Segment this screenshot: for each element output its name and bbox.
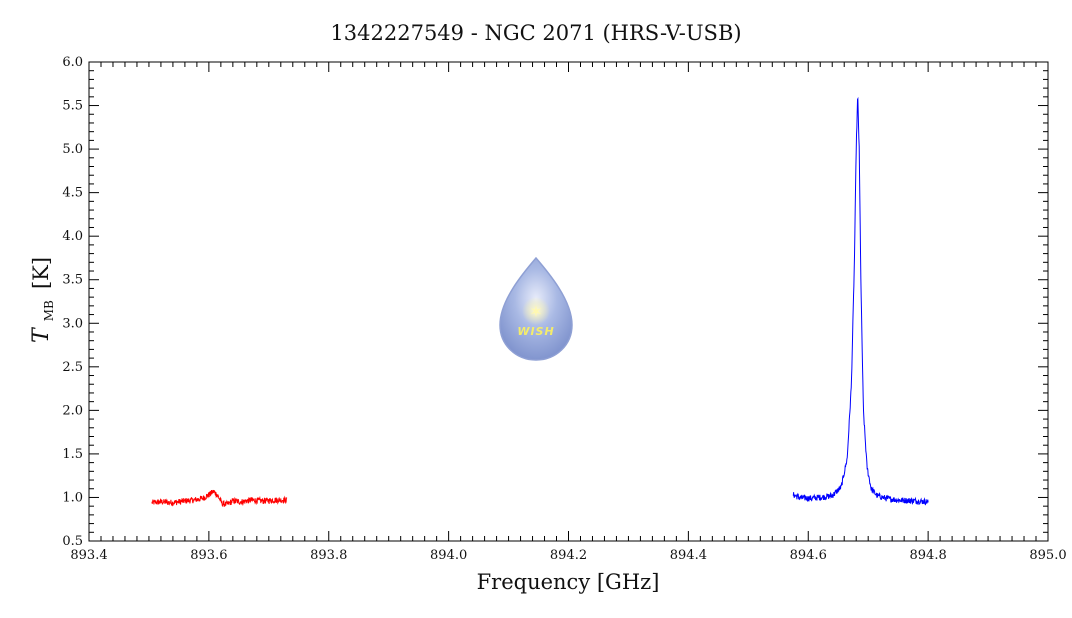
- x-tick-label: 893.8: [310, 548, 347, 563]
- y-tick-label: 1.5: [62, 447, 83, 462]
- chart-title: 1342227549 - NGC 2071 (HRS-V-USB): [330, 21, 741, 45]
- x-tick-label: 894.0: [430, 548, 467, 563]
- plot-frame: [88, 61, 1049, 542]
- x-tick-label: 894.8: [910, 548, 947, 563]
- y-axis-label-symbol: T: [29, 326, 54, 343]
- x-tick-label: 894.6: [790, 548, 827, 563]
- y-tick-label: 5.0: [62, 142, 83, 157]
- y-tick-label: 2.0: [62, 403, 83, 418]
- wish-logo-text: WISH: [517, 325, 554, 338]
- x-tick-label: 893.4: [70, 548, 107, 563]
- x-axis: 893.4 893.6 893.8 894.0 894.2 894.4 894.6 894.8…: [70, 62, 1067, 563]
- y-tick-label: 0.5: [62, 534, 83, 549]
- y-tick-label: 6.0: [62, 55, 83, 70]
- series-layer: [151, 96, 929, 507]
- y-tick-label: 3.5: [62, 273, 83, 288]
- y-tick-label: 2.5: [62, 360, 83, 375]
- wish-logo-watermark: ✶ WISH: [499, 256, 573, 361]
- y-axis: 0.5 1.0 1.5 2.0 2.5 3.0 3.5 4.0 4.5 5.0 5.5 6.0: [62, 55, 1048, 549]
- x-tick-label: 894.4: [670, 548, 707, 563]
- series-1-line: [151, 489, 288, 507]
- svg-text:T MB [K]: T MB [K]: [29, 257, 57, 343]
- y-tick-label: 1.0: [62, 490, 83, 505]
- x-axis-label: Frequency [GHz]: [477, 570, 660, 594]
- star-glow-icon: [522, 297, 550, 325]
- x-tick-label: 894.2: [550, 548, 587, 563]
- y-tick-label: 4.0: [62, 229, 83, 244]
- y-tick-label: 4.5: [62, 186, 83, 201]
- x-tick-label: 893.6: [190, 548, 227, 563]
- x-tick-label: 895.0: [1029, 548, 1066, 563]
- star-icon: ✶: [529, 302, 542, 321]
- y-axis-label-subscript: MB: [42, 300, 56, 321]
- y-axis-label-unit: [K]: [29, 257, 53, 289]
- series-2-line: [792, 96, 929, 506]
- y-tick-label: 5.5: [62, 99, 83, 114]
- y-tick-label: 3.0: [62, 316, 83, 331]
- y-axis-label: T MB [K]: [29, 257, 57, 343]
